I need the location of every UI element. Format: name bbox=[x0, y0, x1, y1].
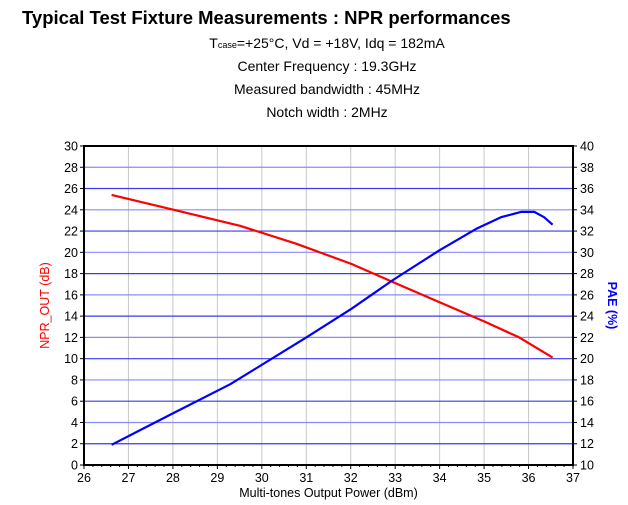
y-right-axis-label: PAE (%) bbox=[605, 282, 619, 330]
x-tick-label: 29 bbox=[210, 471, 224, 485]
y-left-tick-label: 30 bbox=[64, 140, 78, 154]
x-tick-label: 36 bbox=[522, 471, 536, 485]
x-tick-label: 35 bbox=[477, 471, 491, 485]
y-left-tick-label: 10 bbox=[64, 352, 78, 366]
y-right-tick-label: 20 bbox=[580, 352, 594, 366]
y-left-tick-label: 4 bbox=[71, 416, 78, 430]
x-tick-label: 31 bbox=[299, 471, 313, 485]
y-left-axis-label: NPR_OUT (dB) bbox=[38, 262, 52, 349]
y-left-tick-label: 0 bbox=[71, 459, 78, 473]
chart-title: Typical Test Fixture Measurements : NPR … bbox=[22, 7, 511, 28]
y-right-tick-label: 28 bbox=[580, 267, 594, 281]
y-left-tick-label: 18 bbox=[64, 267, 78, 281]
pae-line bbox=[111, 210, 554, 446]
y-left-tick-label: 2 bbox=[71, 437, 78, 451]
y-left-tick-label: 24 bbox=[64, 203, 78, 217]
y-right-tick-label: 18 bbox=[580, 373, 594, 387]
y-left-tick-label: 26 bbox=[64, 182, 78, 196]
y-right-tick-label: 22 bbox=[580, 331, 594, 345]
x-tick-label: 33 bbox=[388, 471, 402, 485]
y-right-tick-label: 12 bbox=[580, 437, 594, 451]
y-right-tick-label: 26 bbox=[580, 288, 594, 302]
x-tick-label: 26 bbox=[77, 471, 91, 485]
y-right-tick-label: 14 bbox=[580, 416, 594, 430]
y-left-tick-label: 22 bbox=[64, 225, 78, 239]
y-left-tick-label: 14 bbox=[64, 310, 78, 324]
x-tick-label: 27 bbox=[122, 471, 136, 485]
y-right-tick-label: 40 bbox=[580, 140, 594, 154]
bandwidth-line: Measured bandwidth : 45MHz bbox=[234, 81, 420, 97]
y-right-tick-label: 16 bbox=[580, 395, 594, 409]
y-left-tick-label: 20 bbox=[64, 246, 78, 260]
conditions-rest: =+25°C, Vd = +18V, Idq = 182mA bbox=[236, 35, 445, 51]
conditions-line: Tcase=+25°C, Vd = +18V, Idq = 182mA bbox=[0, 35, 628, 51]
y-left-tick-label: 12 bbox=[64, 331, 78, 345]
x-tick-label: 28 bbox=[166, 471, 180, 485]
y-left-tick-label: 16 bbox=[64, 288, 78, 302]
x-axis-label: Multi-tones Output Power (dBm) bbox=[239, 486, 418, 500]
y-left-tick-label: 28 bbox=[64, 161, 78, 175]
y-left-tick-label: 8 bbox=[71, 373, 78, 387]
y-right-tick-label: 38 bbox=[580, 161, 594, 175]
y-right-tick-label: 30 bbox=[580, 246, 594, 260]
x-tick-label: 32 bbox=[344, 471, 358, 485]
y-right-tick-label: 24 bbox=[580, 310, 594, 324]
conditions-subscript: case bbox=[217, 40, 237, 50]
y-right-tick-label: 32 bbox=[580, 225, 594, 239]
center-frequency-line: Center Frequency : 19.3GHz bbox=[237, 58, 417, 74]
y-left-tick-label: 6 bbox=[71, 395, 78, 409]
y-right-tick-label: 34 bbox=[580, 203, 594, 217]
x-tick-label: 30 bbox=[255, 471, 269, 485]
y-right-tick-label: 36 bbox=[580, 182, 594, 196]
x-tick-label: 37 bbox=[566, 471, 580, 485]
plot-frame bbox=[83, 145, 574, 466]
conditions-prefix: T bbox=[209, 35, 218, 51]
y-right-tick-label: 10 bbox=[580, 459, 594, 473]
x-tick-label: 34 bbox=[433, 471, 447, 485]
npr-out-line bbox=[111, 193, 554, 359]
notch-line: Notch width : 2MHz bbox=[266, 104, 388, 120]
